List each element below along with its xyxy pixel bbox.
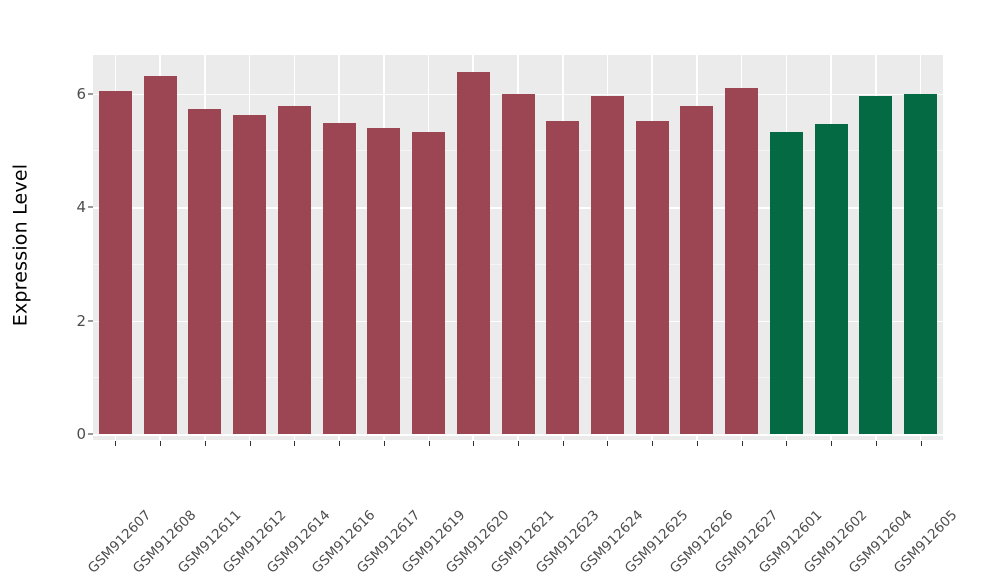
- y-axis-tick-mark: [88, 433, 93, 435]
- x-axis-tick-mark: [696, 441, 698, 446]
- x-axis-tick-mark: [831, 441, 833, 446]
- x-axis-tick-mark: [383, 441, 385, 446]
- bar: [814, 123, 848, 434]
- bar: [188, 109, 222, 434]
- y-axis-tick-mark: [88, 93, 93, 94]
- y-axis-tick-label: 4: [76, 198, 86, 216]
- y-axis-tick-mark: [88, 320, 93, 321]
- bar: [590, 96, 624, 434]
- y-axis-tick-label: 2: [76, 311, 86, 330]
- plot-panel: [93, 55, 943, 440]
- x-axis-tick-mark: [518, 441, 519, 446]
- bar: [277, 106, 311, 434]
- bar: [233, 115, 267, 434]
- x-axis-tick-mark: [339, 441, 341, 446]
- y-axis-tick-mark: [88, 206, 93, 208]
- bar: [904, 93, 938, 434]
- bar: [546, 121, 580, 434]
- bar: [367, 127, 401, 434]
- y-axis-tick-label: 6: [76, 84, 86, 103]
- bar: [322, 123, 356, 434]
- x-axis-tick-mark: [786, 441, 788, 446]
- x-axis-tick-mark: [473, 441, 475, 446]
- bar: [143, 76, 177, 434]
- y-axis-title: Expression Level: [0, 0, 40, 490]
- x-axis-tick-mark: [741, 441, 743, 446]
- y-axis-tick-label: 0: [76, 425, 86, 443]
- bar: [456, 71, 490, 434]
- x-axis-tick-mark: [920, 441, 922, 446]
- bar: [98, 91, 132, 434]
- x-axis-tick-mark: [607, 441, 609, 446]
- y-axis-title-text: Expression Level: [9, 163, 31, 327]
- bar: [680, 106, 714, 434]
- bar: [725, 88, 759, 434]
- x-axis-tick-mark: [160, 441, 162, 446]
- bar: [859, 96, 893, 434]
- bar: [769, 131, 803, 434]
- bar: [501, 93, 535, 434]
- x-axis-tick-mark: [249, 441, 251, 446]
- x-axis-tick-mark: [115, 441, 117, 446]
- x-axis-tick-mark: [652, 441, 654, 446]
- bar: [635, 121, 669, 434]
- x-axis-tick-mark: [428, 441, 430, 446]
- x-axis-tick-mark: [562, 441, 564, 446]
- x-axis-tick-mark: [204, 441, 206, 446]
- x-axis-tick-mark: [294, 441, 296, 446]
- x-axis-tick-mark: [875, 441, 877, 446]
- bar: [412, 131, 446, 434]
